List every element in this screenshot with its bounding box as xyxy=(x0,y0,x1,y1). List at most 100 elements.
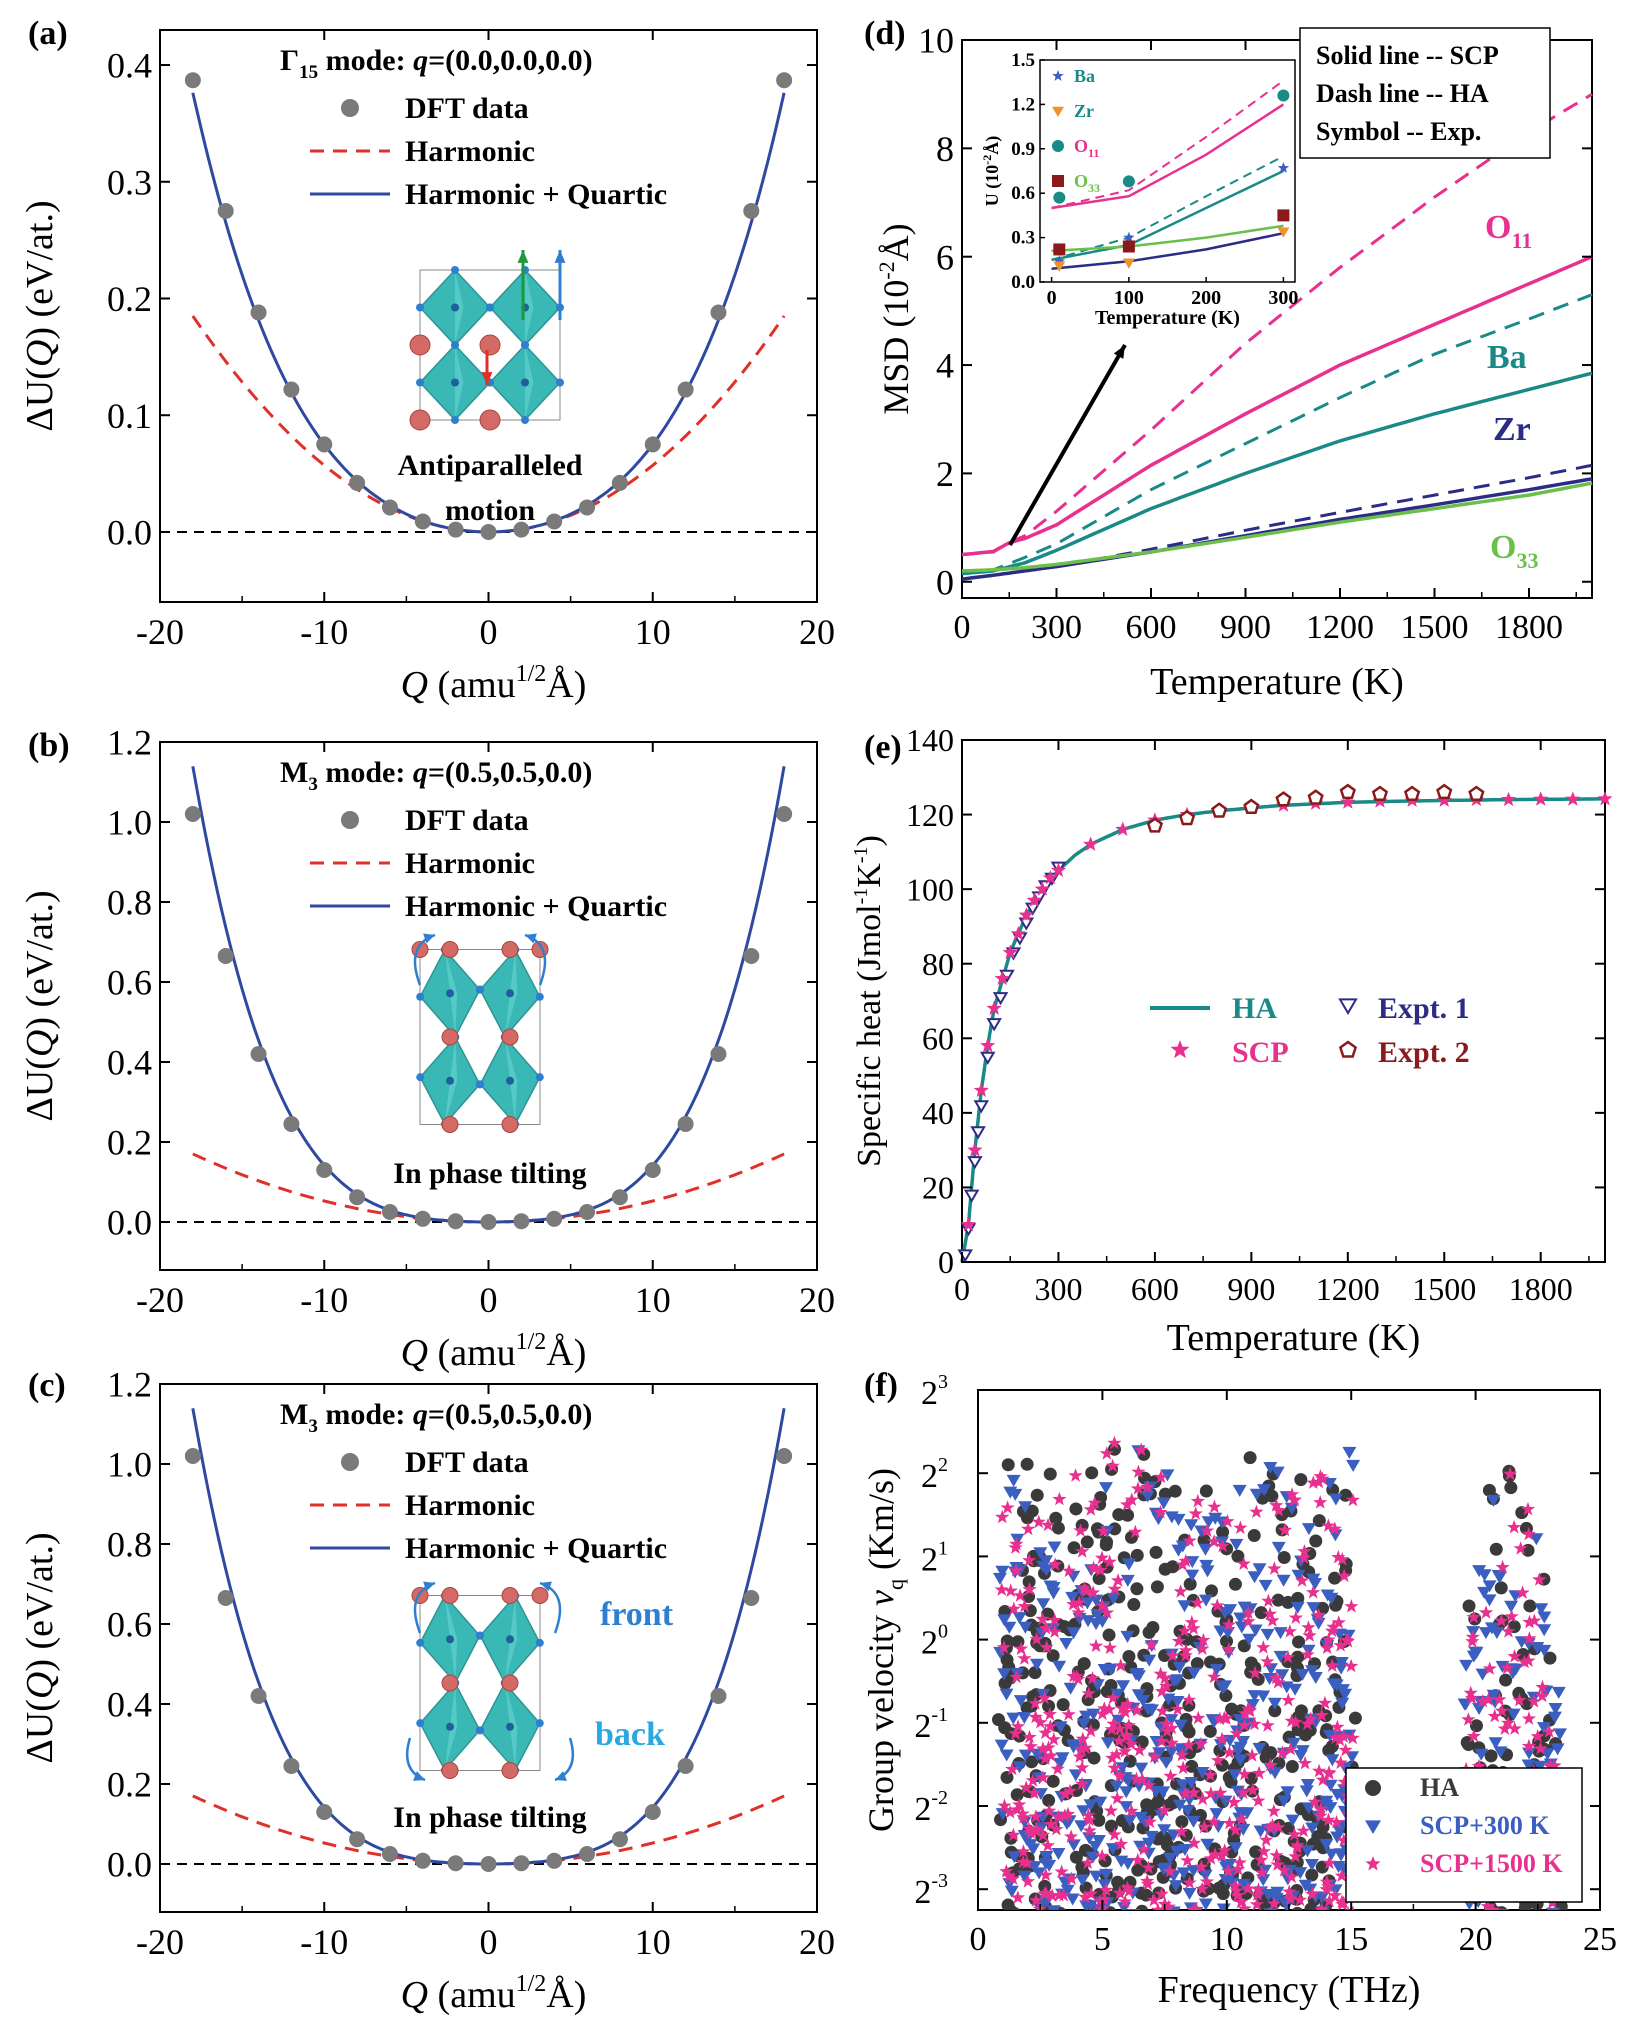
inset-scp-Zr xyxy=(1051,231,1284,270)
velocity-point-star xyxy=(1234,1811,1249,1826)
dft-data-point xyxy=(611,1189,628,1206)
velocity-point-star xyxy=(1314,1708,1329,1722)
y-axis-label: Group velocity vq (Km/s) xyxy=(861,1468,908,1832)
scp-point xyxy=(1436,792,1452,807)
inset-y-tick-label: 0.0 xyxy=(1011,272,1035,293)
velocity-point-star xyxy=(1221,1642,1236,1656)
inset-legend-marker xyxy=(1052,70,1064,81)
velocity-point-tri xyxy=(1229,1538,1244,1551)
velocity-point-tri xyxy=(1276,1795,1291,1808)
velocity-point-circle xyxy=(1516,1647,1530,1661)
velocity-point-tri xyxy=(1342,1446,1357,1459)
velocity-point-circle xyxy=(1199,1484,1213,1498)
velocity-point-circle xyxy=(1228,1577,1242,1591)
velocity-point-circle xyxy=(1087,1751,1101,1765)
velocity-point-tri xyxy=(1099,1868,1114,1881)
velocity-point-star xyxy=(1178,1553,1193,1568)
y-tick-exp: 1 xyxy=(938,1537,948,1559)
crystal-structure-illustration xyxy=(411,1587,549,1779)
dft-data-point xyxy=(644,436,661,453)
annotation-line-2: motion xyxy=(445,494,535,527)
velocity-point-star xyxy=(1329,1815,1344,1829)
velocity-point-star xyxy=(1021,1521,1036,1536)
inset-legend-sub: 11 xyxy=(1088,146,1099,160)
velocity-point-tri xyxy=(1323,1779,1338,1792)
velocity-point-circle xyxy=(1051,1521,1065,1535)
legend-marker xyxy=(1365,1856,1381,1871)
velocity-point-star xyxy=(1111,1573,1126,1587)
velocity-point-circle xyxy=(1249,1845,1263,1859)
velocity-point-tri xyxy=(1275,1669,1290,1682)
velocity-point-tri xyxy=(1220,1626,1235,1639)
y-tick-label: 0.8 xyxy=(107,1525,152,1565)
velocity-point-star xyxy=(1475,1693,1490,1708)
velocity-point-tri xyxy=(1521,1759,1536,1772)
velocity-point-star xyxy=(1184,1615,1199,1629)
velocity-point-star xyxy=(1174,1747,1190,1762)
velocity-point-tri xyxy=(1468,1646,1483,1659)
velocity-point-circle xyxy=(1069,1502,1083,1516)
velocity-point-star xyxy=(1260,1654,1275,1668)
velocity-point-tri xyxy=(1335,1697,1350,1710)
velocity-point-tri xyxy=(1140,1490,1155,1503)
title-q: q xyxy=(413,1398,428,1431)
velocity-point-star xyxy=(1073,1523,1088,1537)
dft-data-point xyxy=(250,1688,267,1704)
velocity-point-star xyxy=(1107,1827,1122,1841)
y-tick-label: 0.1 xyxy=(107,396,152,436)
velocity-point-star xyxy=(1064,1829,1079,1843)
velocity-point-tri xyxy=(1074,1820,1089,1833)
velocity-point-star xyxy=(1326,1619,1341,1634)
inset-frame xyxy=(1039,59,1296,283)
expt2-point xyxy=(1275,791,1292,807)
velocity-point-tri xyxy=(1260,1628,1275,1641)
y-tick-label: 23 xyxy=(921,1371,948,1412)
inset-point-O33 xyxy=(1053,243,1066,256)
y-tick-label: 10 xyxy=(918,21,954,61)
velocity-point-tri xyxy=(1540,1748,1555,1761)
velocity-point-star xyxy=(1336,1729,1351,1743)
velocity-point-tri xyxy=(1547,1711,1562,1724)
velocity-point-tri xyxy=(1248,1624,1263,1637)
velocity-point-tri xyxy=(1279,1900,1294,1910)
y-tick-label: 1.0 xyxy=(107,1445,152,1485)
legend-expt2-marker xyxy=(1338,1040,1358,1058)
x-label-q: Q xyxy=(401,664,428,706)
inset-y-tick-label: 0.9 xyxy=(1011,139,1035,160)
velocity-point-star xyxy=(1296,1823,1311,1838)
velocity-point-star xyxy=(1245,1748,1260,1762)
y-axis-label: MSD (10-2Å) xyxy=(874,223,916,414)
velocity-point-star xyxy=(1321,1765,1337,1779)
velocity-point-star xyxy=(1105,1458,1120,1473)
velocity-point-star xyxy=(1147,1749,1162,1763)
series-label-Ba: Ba xyxy=(1487,339,1527,376)
velocity-point-star xyxy=(1081,1808,1096,1822)
velocity-point-star xyxy=(1507,1649,1522,1663)
velocity-point-star xyxy=(1112,1768,1127,1783)
velocity-point-tri xyxy=(1322,1478,1337,1491)
octahedron-face xyxy=(525,270,534,345)
dft-data-point xyxy=(349,1189,366,1206)
velocity-point-star xyxy=(1296,1550,1312,1564)
velocity-point-tri xyxy=(999,1749,1014,1762)
velocity-point-star xyxy=(1112,1733,1127,1748)
velocity-point-tri xyxy=(1002,1621,1017,1634)
o-atom xyxy=(416,992,425,1001)
scp-line-O33 xyxy=(961,481,1593,573)
inset-legend-sub: 33 xyxy=(1088,181,1100,195)
velocity-point-tri xyxy=(1119,1801,1134,1814)
title-vec: =(0.0,0.0,0.0) xyxy=(428,44,593,77)
velocity-point-star xyxy=(1512,1692,1527,1707)
y-tick-label: 100 xyxy=(906,871,954,907)
velocity-point-tri xyxy=(1121,1558,1136,1571)
velocity-point-circle xyxy=(1251,1672,1265,1686)
velocity-point-star xyxy=(1314,1902,1329,1910)
velocity-point-star xyxy=(1337,1774,1352,1789)
y-label-q: Q xyxy=(19,1672,61,1699)
velocity-point-star xyxy=(1284,1487,1300,1501)
velocity-point-tri xyxy=(1194,1525,1209,1538)
velocity-point-star xyxy=(1233,1894,1249,1909)
velocity-point-star xyxy=(1075,1731,1090,1746)
y-label-b: ) (eV/at.) xyxy=(19,890,61,1029)
velocity-point-tri xyxy=(1223,1604,1238,1617)
